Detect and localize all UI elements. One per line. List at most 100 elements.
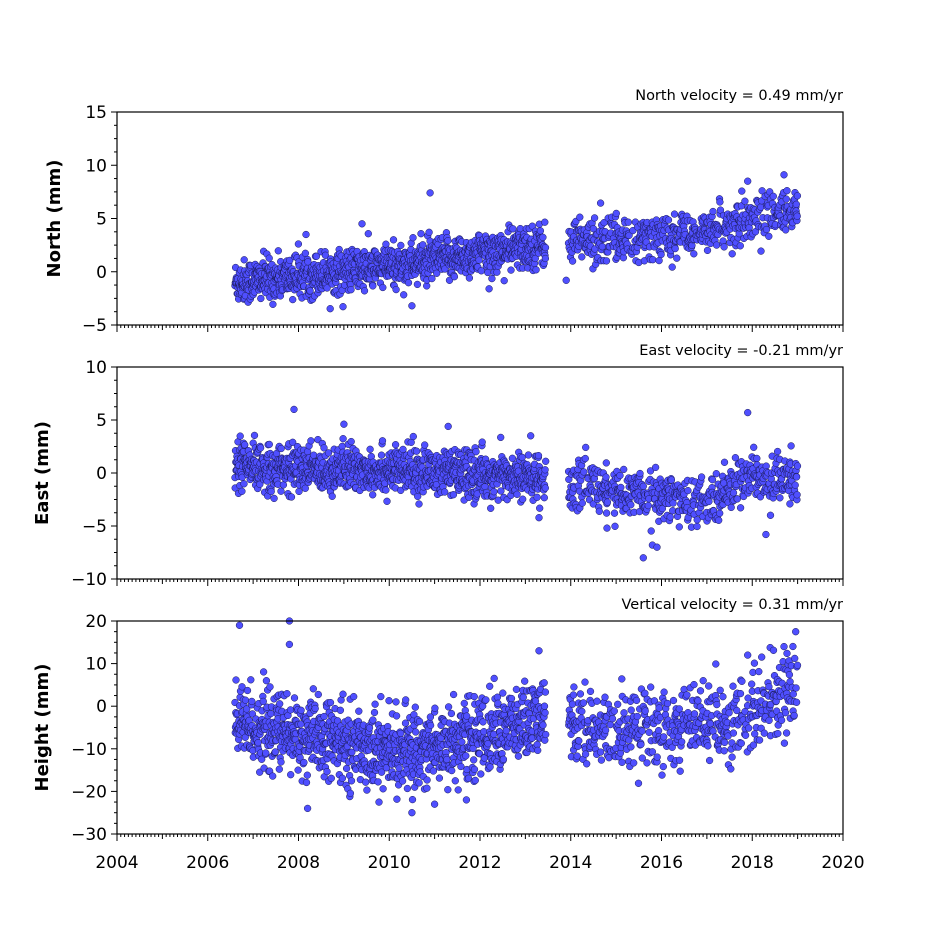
height-data-point	[327, 774, 335, 782]
east-data-point	[602, 459, 610, 467]
east-data-point	[684, 486, 692, 495]
east-data-point	[541, 484, 549, 492]
height-data-point	[262, 677, 271, 685]
east-velocity-title: East velocity = -0.21 mm/yr	[639, 343, 843, 359]
north-data-point	[364, 230, 372, 238]
north-data-point	[782, 195, 790, 203]
east-data-point	[535, 514, 543, 522]
east-outlier-point	[762, 530, 770, 539]
north-data-point	[301, 249, 310, 257]
north-data-point	[578, 253, 586, 261]
north-data-point	[728, 250, 736, 258]
east-data-point	[415, 500, 423, 508]
east-data-point	[508, 454, 517, 462]
north-data-point	[741, 197, 749, 205]
north-data-point	[769, 192, 777, 200]
east-data-point	[238, 487, 246, 495]
height-data-point	[275, 765, 283, 773]
north-data-point	[531, 254, 539, 263]
north-data-point	[590, 214, 599, 222]
east-data-point	[542, 457, 550, 465]
height-data-point	[369, 716, 377, 724]
east-data-point	[787, 442, 795, 450]
height-data-point	[269, 772, 277, 780]
height-data-point	[262, 749, 270, 757]
north-data-point	[500, 277, 508, 285]
east-data-point	[540, 494, 548, 502]
height-data-point	[303, 771, 311, 779]
north-data-point	[758, 187, 766, 195]
north-data-point	[765, 232, 773, 240]
height-data-point	[271, 748, 279, 756]
east-data-point	[347, 437, 355, 446]
east-data-point	[729, 489, 738, 497]
height-data-point	[477, 770, 485, 778]
north-data-point	[306, 287, 314, 295]
east-data-point	[383, 497, 391, 505]
height-data-point	[283, 690, 291, 698]
east-data-point	[639, 482, 647, 490]
north-data-point	[703, 246, 712, 255]
east-data-point	[582, 443, 590, 452]
north-data-point	[782, 226, 790, 234]
east-data-point	[377, 451, 386, 459]
east-data-point	[366, 445, 374, 453]
east-data-point	[277, 487, 285, 495]
north-data-point	[339, 303, 347, 311]
east-data-point	[617, 483, 625, 492]
north-data-point	[664, 216, 673, 224]
height-data-point	[392, 698, 400, 706]
height-data-point	[393, 795, 401, 803]
north-data-point	[716, 198, 724, 206]
east-data-point	[414, 492, 422, 501]
north-data-point	[304, 258, 312, 266]
east-data-point	[651, 463, 660, 472]
east-data-point	[490, 488, 498, 496]
height-data-point	[232, 676, 240, 684]
north-data-point	[404, 279, 413, 287]
north-data-point	[507, 266, 515, 274]
east-data-point	[720, 458, 729, 466]
north-data-point	[312, 252, 321, 260]
east-data-point	[240, 480, 248, 488]
north-data-point	[690, 250, 698, 258]
east-data-point	[412, 447, 421, 455]
height-data-point	[385, 697, 393, 705]
height-data-point	[254, 739, 262, 747]
east-data-point	[533, 493, 541, 501]
height-data-point	[398, 777, 407, 785]
north-data-point	[269, 300, 277, 308]
north-data-point	[289, 295, 297, 304]
height-data-point	[444, 703, 453, 711]
north-data-point	[541, 243, 550, 252]
north-data-point	[240, 256, 248, 264]
east-data-point	[712, 470, 720, 478]
north-data-point	[409, 234, 417, 242]
east-data-point	[369, 491, 377, 499]
north-data-point	[493, 268, 501, 276]
east-data-point	[497, 487, 505, 495]
east-data-point	[793, 491, 801, 499]
height-data-point	[449, 690, 458, 699]
height-data-point	[431, 704, 439, 712]
height-data-point	[454, 786, 462, 794]
north-data-point	[793, 192, 802, 200]
north-ytick-label: −5	[82, 316, 107, 336]
xtick-label: 2006	[186, 853, 229, 873]
xtick-label: 2018	[731, 853, 774, 873]
east-data-point	[581, 454, 589, 463]
height-data-point	[451, 777, 459, 785]
east-data-point	[289, 438, 297, 446]
height-data-point	[247, 676, 255, 684]
east-data-point	[409, 432, 417, 441]
height-data-point	[423, 776, 431, 784]
east-outlier-point	[290, 405, 298, 414]
east-data-point	[727, 503, 735, 512]
east-data-point	[541, 466, 549, 474]
east-data-point	[441, 488, 449, 496]
height-data-point	[403, 784, 412, 793]
east-ylabel: East (mm)	[32, 421, 53, 525]
east-data-point	[750, 443, 758, 451]
height-data-point	[326, 698, 335, 707]
north-data-point	[445, 276, 454, 284]
